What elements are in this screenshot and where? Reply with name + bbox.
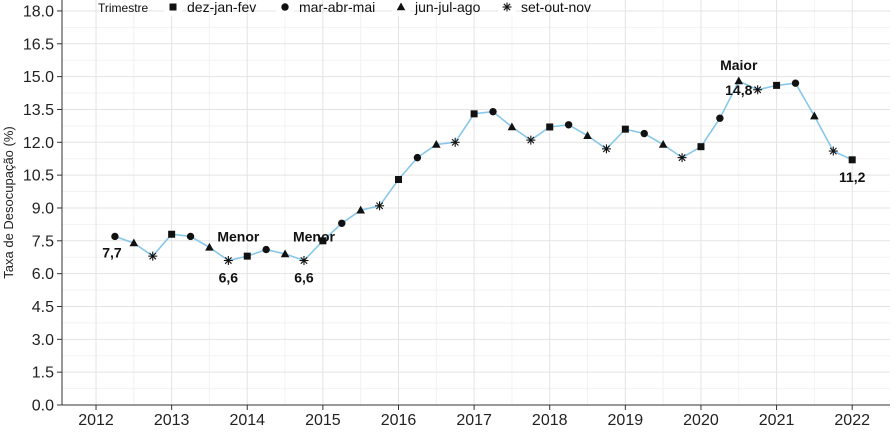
data-point-circle [564, 121, 573, 129]
y-tick-label: 9.0 [32, 200, 54, 217]
data-point-triangle [658, 139, 668, 148]
data-point-triangle [280, 249, 290, 258]
data-point-asterisk [526, 135, 536, 145]
data-point-circle [186, 232, 195, 241]
y-axis-label: Taxa de Desocupação (%) [1, 126, 16, 278]
data-point-triangle [205, 242, 214, 251]
x-tick-label: 2015 [305, 412, 341, 429]
annotation-value: 6,6 [294, 270, 314, 286]
series-path [114, 79, 853, 262]
data-point-circle [489, 107, 497, 116]
annotation-value: 6,6 [219, 270, 239, 286]
x-tick-label: 2016 [381, 412, 417, 429]
data-point-triangle [432, 139, 441, 148]
legend-entry-label: set-out-nov [521, 0, 591, 15]
data-point-asterisk [148, 251, 158, 261]
y-tick-label: 1.5 [32, 365, 54, 382]
legend-entry-label: mar-abr-mai [299, 0, 375, 15]
x-tick-label: 2022 [834, 412, 870, 429]
legend-entry-label: jun-jul-ago [414, 0, 481, 15]
x-tick-label: 2014 [229, 412, 265, 429]
data-point-asterisk [677, 153, 687, 163]
y-tick-label: 15.0 [23, 69, 54, 86]
annotation-value: 14,8 [725, 82, 752, 98]
data-point-circle [716, 114, 724, 122]
y-tick-label: 10.5 [23, 168, 54, 185]
data-point-circle [262, 245, 270, 254]
data-point-triangle [507, 122, 517, 131]
y-tick-label: 12.0 [23, 135, 54, 152]
data-point-circle [338, 219, 346, 227]
legend-marker-asterisk [502, 2, 512, 12]
data-point-triangle [810, 111, 819, 120]
data-point-square [319, 237, 327, 245]
grid-lines [62, 0, 890, 406]
x-tick-label: 2021 [759, 412, 795, 429]
data-point-triangle [583, 131, 592, 140]
data-point-circle [111, 232, 119, 241]
data-point-square [168, 230, 176, 238]
annotation-value: 11,2 [839, 169, 866, 185]
x-tick-label: 2012 [78, 412, 114, 429]
data-point-asterisk [601, 144, 611, 154]
x-tick-label: 2019 [608, 412, 644, 429]
y-tick-label: 7.5 [32, 233, 54, 250]
data-point-square [621, 125, 629, 133]
data-point-square [394, 176, 402, 184]
legend-marker-circle [281, 3, 289, 11]
annotations: 7,7 Menor 6,6 Menor 6,6 Maior 14,8 11,2 [102, 57, 865, 286]
data-point-circle [791, 79, 800, 87]
legend-entry-label: dez-jan-fev [187, 0, 256, 15]
y-tick-label: 16.5 [23, 36, 54, 53]
data-point-square [546, 123, 554, 131]
y-tick-labels: 0.0 1.5 3.0 4.5 6.0 7.5 9.0 10.5 12.0 13.5 15.0 16.… [23, 3, 54, 414]
annotation-value: 7,7 [102, 244, 122, 260]
annotation-label: Menor [217, 229, 260, 245]
x-tick-label: 2017 [456, 412, 492, 429]
legend-title: Trimestre [98, 1, 149, 15]
data-point-circle [413, 153, 422, 162]
data-point-triangle [734, 76, 744, 85]
data-point-triangle [129, 238, 139, 247]
y-tick-label: 0.0 [32, 398, 54, 415]
data-point-asterisk [223, 256, 233, 266]
legend-marker-square [169, 3, 177, 11]
series-line [114, 79, 853, 262]
data-point-circle [640, 129, 648, 138]
x-tick-label: 2020 [683, 412, 719, 429]
data-point-square [470, 110, 478, 118]
data-point-square [773, 81, 781, 89]
y-tick-label: 13.5 [23, 102, 54, 119]
data-point-asterisk [375, 201, 385, 211]
y-tick-label: 6.0 [32, 266, 54, 283]
data-point-square [243, 252, 251, 260]
annotation-label: Menor [293, 229, 336, 245]
x-tick-label: 2018 [532, 412, 568, 429]
annotation-label: Maior [720, 57, 758, 73]
y-tick-label: 18.0 [23, 3, 54, 20]
data-point-asterisk [299, 256, 309, 266]
y-tick-label: 3.0 [32, 332, 54, 349]
legend-marker-triangle [396, 2, 406, 11]
data-point-square [848, 156, 856, 164]
y-tick-label: 4.5 [32, 299, 54, 316]
data-markers [111, 76, 856, 266]
data-point-asterisk [753, 85, 763, 95]
x-tick-label: 2013 [154, 412, 190, 429]
data-point-triangle [356, 205, 365, 214]
data-point-square [697, 143, 705, 151]
axes [57, 0, 890, 410]
data-point-asterisk [450, 137, 460, 147]
data-point-asterisk [828, 146, 838, 156]
x-tick-labels: 2012 2013 2014 2015 2016 2017 2018 2019 2020 2021… [78, 412, 870, 429]
legend: Trimestre dez-jan-fev mar-abr-mai jun-jul-… [98, 0, 591, 16]
